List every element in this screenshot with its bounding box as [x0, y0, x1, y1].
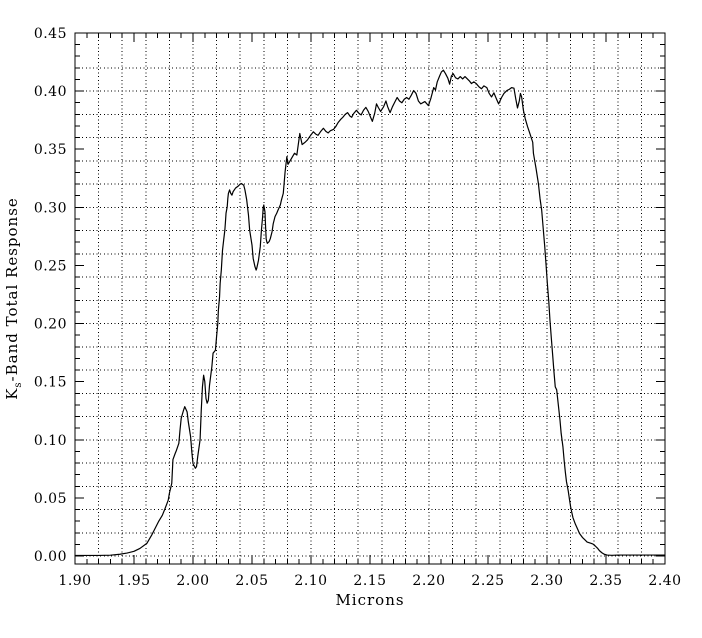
y-tick-label: 0.00 — [34, 549, 67, 565]
y-tick-label: 0.25 — [34, 258, 67, 274]
response-curve — [74, 69, 666, 557]
x-tick-label: 2.25 — [471, 573, 504, 589]
x-tick-label: 2.15 — [353, 573, 386, 589]
y-tick-label: 0.45 — [34, 26, 67, 42]
x-tick-label: 2.40 — [648, 573, 681, 589]
x-tick-label: 2.35 — [589, 573, 622, 589]
y-tick-label: 0.15 — [34, 375, 67, 391]
x-axis-title: Microns — [75, 591, 665, 609]
x-tick-label: 1.90 — [58, 573, 91, 589]
y-tick-label: 0.05 — [34, 491, 67, 507]
y-axis-title-rest: -Band Total Response — [3, 197, 21, 382]
x-tick-label: 2.05 — [235, 573, 268, 589]
y-axis-title-prefix: K — [3, 387, 21, 400]
y-tick-label: 0.10 — [34, 433, 67, 449]
y-axis-title: Ks-Band Total Response — [3, 33, 24, 564]
y-tick-label: 0.35 — [34, 142, 67, 158]
y-tick-label: 0.30 — [34, 200, 67, 216]
x-tick-label: 2.00 — [176, 573, 209, 589]
x-axis-title-text: Microns — [335, 591, 405, 609]
y-axis-title-subscript: s — [13, 381, 24, 388]
y-tick-label: 0.40 — [34, 84, 67, 100]
x-tick-label: 2.10 — [294, 573, 327, 589]
x-tick-label: 2.30 — [530, 573, 563, 589]
plot-frame — [74, 32, 666, 565]
x-tick-label: 2.20 — [412, 573, 445, 589]
x-tick-label: 1.95 — [117, 573, 150, 589]
y-tick-label: 0.20 — [34, 317, 67, 333]
